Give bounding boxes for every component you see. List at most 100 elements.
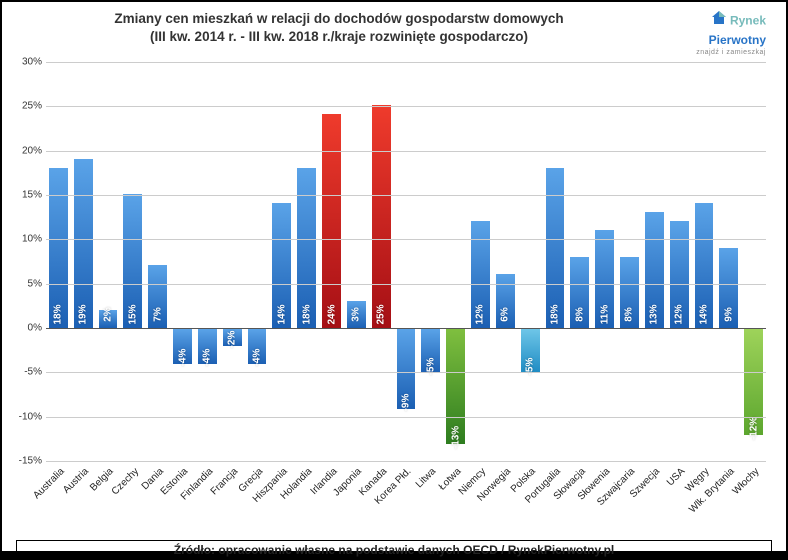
bar-value-label: 11% [599,304,610,323]
bar-value-label: 13% [649,304,660,324]
x-label-slot: Irlandia [319,462,344,540]
bar-szwecja: 13% [645,212,664,328]
bar-slot: -5% [418,62,443,461]
gridline [46,417,766,418]
bar-slot: 9% [716,62,741,461]
x-axis-labels: AustraliaAustriaBelgiaCzechyDaniaEstonia… [46,462,766,540]
x-label-slot: Holandia [294,462,319,540]
x-label-slot: Litwa [418,462,443,540]
gridline [46,372,766,373]
chart-container: Zmiany cen mieszkań w relacji do dochodó… [0,0,788,553]
bar-value-label: -4% [252,349,263,367]
brand-logo: Rynek Pierwotny znajdź i zamieszkaj [656,8,766,56]
bar-australia: 18% [49,168,68,328]
x-label-slot: Wlk. Brytania [716,462,741,540]
bar-value-label: 18% [549,304,560,324]
gridline [46,195,766,196]
bar-s-owenia: 11% [595,230,614,328]
bar-szwajcaria: 8% [620,257,639,328]
bar-slot: -4% [245,62,270,461]
bar-value-label: 3% [351,307,362,321]
bar-slot: 14% [269,62,294,461]
bar-slot: 3% [344,62,369,461]
x-label-slot: Australia [46,462,71,540]
x-label-slot: Japonia [344,462,369,540]
title-line-1: Zmiany cen mieszkań w relacji do dochodó… [114,11,563,26]
bar-value-label: 18% [301,304,312,324]
y-axis-tick-label: 15% [12,189,42,200]
bar-kanada: 25% [372,105,391,327]
x-label-slot: Hiszpania [269,462,294,540]
bar-slot: -9% [394,62,419,461]
bar-slot: -4% [170,62,195,461]
x-label-slot: Austria [71,462,96,540]
bar-slot: -5% [518,62,543,461]
bar-value-label: 7% [152,307,163,321]
bar-hiszpania: 14% [272,203,291,327]
bar-slot: 12% [468,62,493,461]
x-label-slot: Łotwa [443,462,468,540]
bar-value-label: 2% [103,307,114,321]
bar-value-label: 25% [376,304,387,324]
bar-slot: 18% [294,62,319,461]
bar-slot: 7% [145,62,170,461]
gridline [46,151,766,152]
bar-slot: 12% [667,62,692,461]
bar-slot: 8% [617,62,642,461]
bar-value-label: 14% [698,304,709,324]
gridline [46,328,766,329]
x-label-slot: Portugalia [543,462,568,540]
bar-slot: 8% [567,62,592,461]
x-label-slot: Norwegia [493,462,518,540]
bar-japonia: 3% [347,301,366,328]
bar-belgia: 2% [99,310,118,328]
bar-slot: -4% [195,62,220,461]
bar-korea-p-d-: -9% [397,329,416,409]
source-footer: Źródło: opracowanie własne na podstawie … [16,540,772,560]
logo-word-1: Rynek [730,14,766,28]
x-label-slot: Estonia [170,462,195,540]
bar-slot: 2% [96,62,121,461]
bar-w-ochy: -12% [744,329,763,436]
bar-value-label: 6% [500,307,511,321]
bar-czechy: 15% [123,194,142,327]
bar-dania: 7% [148,265,167,327]
bar-value-label: -13% [450,426,461,449]
bar-value-label: 8% [624,307,635,321]
bars-layer: 18%19%2%15%7%-4%-4%-2%-4%14%18%24%3%25%-… [46,62,766,461]
bar-slot: 15% [120,62,145,461]
bar-austria: 19% [74,159,93,328]
house-icon [711,10,727,31]
bar-slot: 19% [71,62,96,461]
bar-value-label: 12% [475,304,486,324]
title-line-2: (III kw. 2014 r. - III kw. 2018 r./kraje… [150,29,528,44]
y-axis-tick-label: 0% [12,322,42,333]
bar-slot: -12% [741,62,766,461]
x-axis-category-label: Litwa [414,466,438,490]
bar-slot: -13% [443,62,468,461]
bar-slot: 14% [692,62,717,461]
logo-tagline: znajdź i zamieszkaj [656,49,766,56]
bar-value-label: 14% [276,304,287,324]
y-axis-tick-label: -10% [12,411,42,422]
bar-w-gry: 14% [695,203,714,327]
bar-portugalia: 18% [546,168,565,328]
gridline [46,62,766,63]
bar-s-owacja: 8% [570,257,589,328]
bar-value-label: 18% [53,304,64,324]
x-label-slot: Dania [145,462,170,540]
bar-slot: -2% [220,62,245,461]
bar-holandia: 18% [297,168,316,328]
bar-value-label: 19% [78,304,89,324]
x-label-slot: Czechy [120,462,145,540]
bar-value-label: 15% [127,304,138,324]
bar-value-label: 12% [674,304,685,324]
y-axis-tick-label: -5% [12,367,42,378]
y-axis-tick-label: 20% [12,145,42,156]
x-label-slot: Szwecja [642,462,667,540]
x-label-slot: Belgia [96,462,121,540]
bar-value-label: 8% [574,307,585,321]
y-axis-tick-label: 10% [12,234,42,245]
bar-value-label: -4% [202,349,213,367]
bar-value-label: -4% [177,349,188,367]
